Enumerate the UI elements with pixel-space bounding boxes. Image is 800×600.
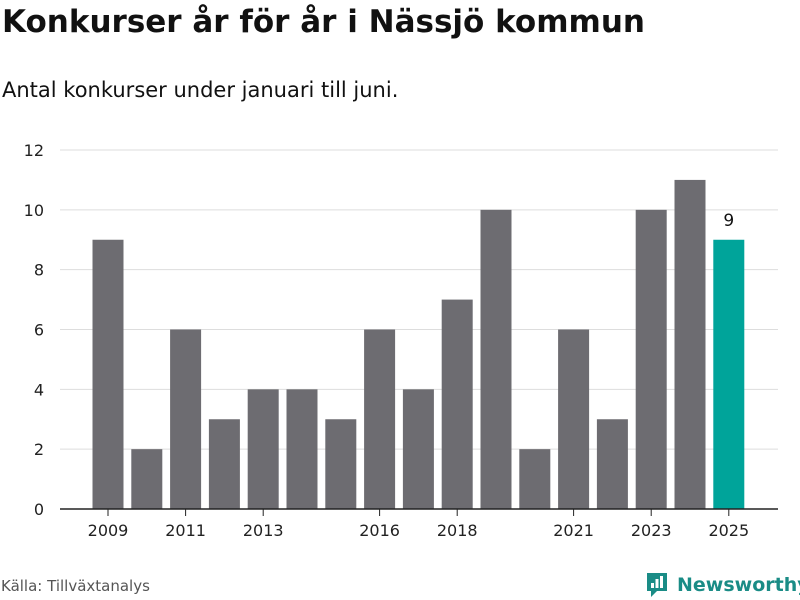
bar-2017 [402, 389, 434, 509]
bar-2023 [635, 209, 667, 510]
bar-2012 [208, 419, 240, 509]
x-tick-label: 2011 [165, 521, 206, 540]
y-axis-ticks: 0 2 4 6 8 10 12 [24, 141, 44, 519]
x-tick-label: 2023 [631, 521, 672, 540]
x-tick-label: 2025 [708, 521, 749, 540]
bar-2019 [480, 209, 512, 510]
y-tick-label: 8 [34, 261, 44, 280]
bar-2009 [92, 239, 124, 509]
bars [92, 179, 745, 510]
x-tick-label: 2013 [243, 521, 284, 540]
x-tick-label: 2016 [359, 521, 400, 540]
y-tick-label: 12 [24, 141, 44, 160]
chart-subtitle: Antal konkurser under januari till juni. [2, 78, 399, 102]
y-tick-label: 0 [34, 500, 44, 519]
bar-2014 [286, 389, 318, 509]
data-label-2025: 9 [723, 211, 734, 231]
newsworthy-icon [647, 573, 667, 597]
x-axis-ticks: 2009 2011 2013 2016 2018 2021 2023 2025 [88, 509, 749, 540]
data-labels: 9 [723, 211, 734, 231]
source-note: Källa: Tillväxtanalys [1, 577, 150, 595]
bar-2022 [596, 419, 628, 509]
bar-2015 [325, 419, 357, 509]
y-tick-label: 10 [24, 201, 44, 220]
bar-2024 [674, 179, 706, 509]
bar-2018 [441, 299, 473, 509]
chart-title: Konkurser år för år i Nässjö kommun [2, 4, 645, 40]
brand-name: Newsworthy [677, 574, 800, 596]
x-tick-label: 2009 [88, 521, 129, 540]
bar-2021 [558, 329, 590, 509]
y-tick-label: 4 [34, 380, 44, 399]
brand-logo: Newsworthy [645, 570, 800, 600]
bar-2010 [131, 449, 163, 509]
x-tick-label: 2021 [553, 521, 594, 540]
y-tick-label: 6 [34, 321, 44, 340]
bar-2011 [170, 329, 202, 509]
bar-2025 [713, 239, 745, 509]
bar-2020 [519, 449, 551, 509]
y-tick-label: 2 [34, 440, 44, 459]
x-tick-label: 2018 [437, 521, 478, 540]
bar-2016 [364, 329, 396, 509]
bar-2013 [247, 389, 279, 509]
